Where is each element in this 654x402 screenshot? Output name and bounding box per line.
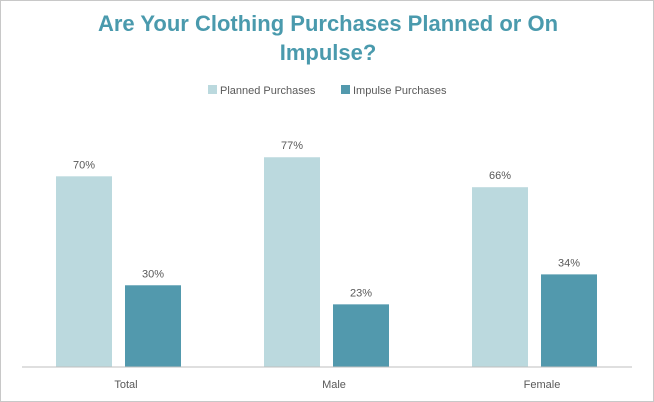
data-label-female-planned: 66% bbox=[489, 170, 511, 182]
x-tick-label-female: Female bbox=[524, 379, 561, 391]
data-label-male-impulse: 23% bbox=[350, 287, 372, 299]
legend-item-planned-label: Planned Purchases bbox=[220, 85, 316, 97]
legend-item-impulse-swatch bbox=[341, 85, 350, 94]
data-label-male-planned: 77% bbox=[281, 140, 303, 152]
x-tick-label-male: Male bbox=[322, 379, 346, 391]
data-label-female-impulse: 34% bbox=[558, 257, 580, 269]
legend: Planned Purchases Impulse Purchases bbox=[208, 85, 447, 97]
bar-male-impulse bbox=[333, 304, 389, 367]
bars bbox=[56, 157, 597, 367]
chart-title: Are Your Clothing Purchases Planned or O… bbox=[1, 9, 654, 67]
x-tick-label-total: Total bbox=[114, 379, 137, 391]
bar-total-planned bbox=[56, 176, 112, 367]
bar-female-planned bbox=[472, 187, 528, 367]
bar-male-planned bbox=[264, 157, 320, 367]
data-label-total-impulse: 30% bbox=[142, 268, 164, 280]
legend-item-planned-swatch bbox=[208, 85, 217, 94]
data-label-total-planned: 70% bbox=[73, 159, 95, 171]
legend-item-impulse-label: Impulse Purchases bbox=[353, 85, 447, 97]
chart-title-line-1: Are Your Clothing Purchases Planned or O… bbox=[97, 11, 559, 36]
x-axis-tick-labels: Total Male Female bbox=[114, 379, 560, 391]
bar-total-impulse bbox=[125, 285, 181, 367]
bar-female-impulse bbox=[541, 274, 597, 367]
chart-title-line-2: Impulse? bbox=[279, 40, 377, 65]
data-labels: 70% 30% 77% 23% 66% 34% bbox=[73, 140, 580, 299]
